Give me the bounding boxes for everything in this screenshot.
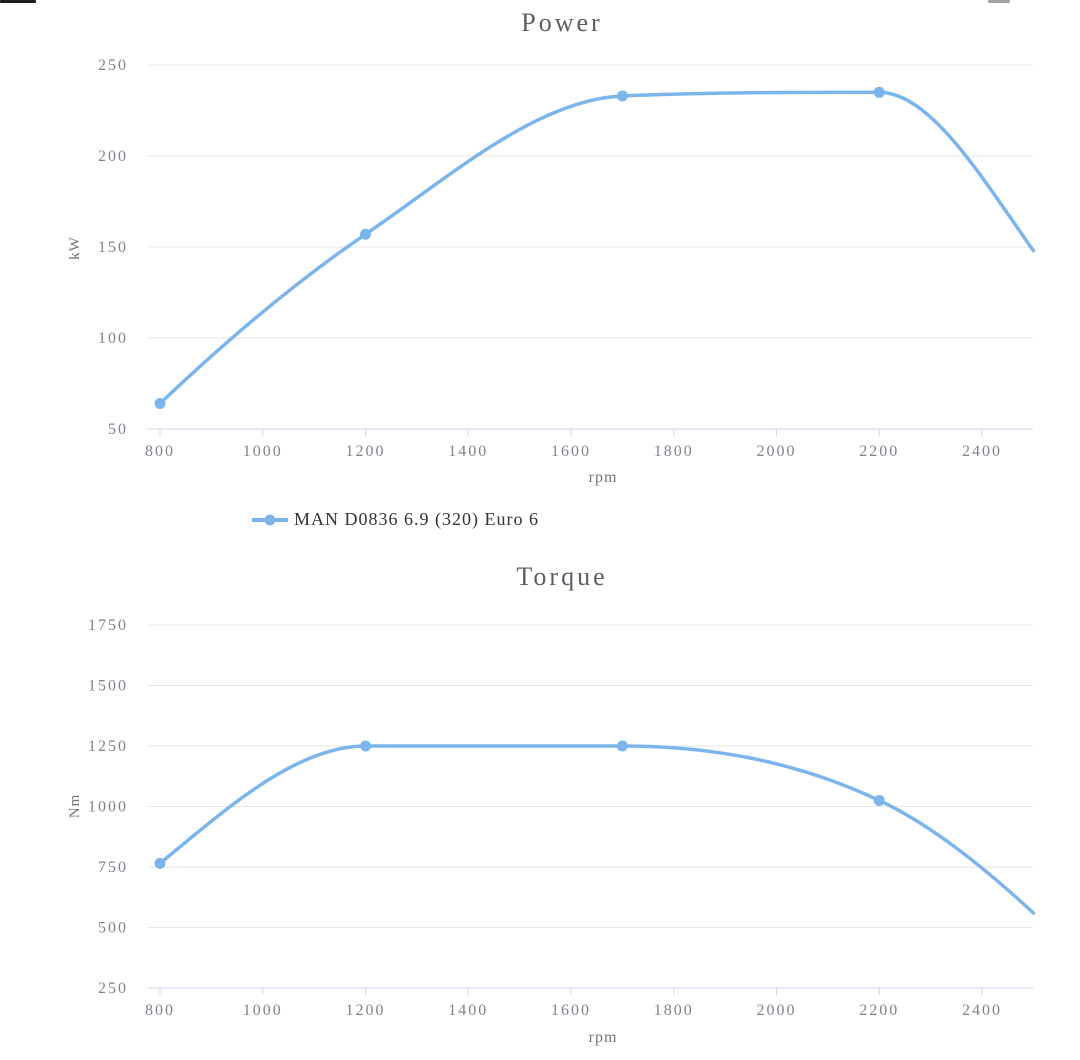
torque-y-tick-label-1500: 1500 [88,678,128,695]
torque-y-tick-label-250: 250 [98,980,128,997]
power-y-tick-label-100: 100 [98,330,128,347]
torque-series-line[interactable] [158,744,1036,915]
cropped-content-fragment-left [0,0,36,3]
torque-x-tick-label-1000: 1000 [243,1002,283,1019]
cropped-content-fragment-right [988,0,1010,3]
power-y-axis-title: kW [67,236,83,260]
power-chart-title: Power [521,8,603,37]
power-x-tick-label-1600: 1600 [551,443,591,460]
torque-chart-title: Torque [516,562,608,591]
torque-y-axis-title: Nm [67,793,83,819]
torque-x-tick-label-1600: 1600 [551,1002,591,1019]
power-x-tick-label-800: 800 [145,443,175,460]
legend-label: MAN D0836 6.9 (320) Euro 6 [294,509,539,529]
power-x-tick-label-2400: 2400 [962,443,1002,460]
torque-x-tick-label-1800: 1800 [654,1002,694,1019]
torque-x-tick-label-2200: 2200 [859,1002,899,1019]
power-x-tick-label-1400: 1400 [448,443,488,460]
torque-x-tick-label-1200: 1200 [346,1002,386,1019]
power-x-tick-label-1200: 1200 [346,443,386,460]
power-series-line[interactable] [158,90,1036,406]
power-x-tick-label-1800: 1800 [654,443,694,460]
power-marker-800[interactable] [154,398,166,410]
legend-item[interactable]: MAN D0836 6.9 (320) Euro 6 [252,509,539,530]
power-x-tick-label-2200: 2200 [859,443,899,460]
torque-x-tick-label-800: 800 [145,1002,175,1019]
power-y-tick-label-50: 50 [108,421,128,438]
torque-y-tick-label-1750: 1750 [88,617,128,634]
torque-y-tick-label-1250: 1250 [88,738,128,755]
power-marker-1200[interactable] [360,228,371,240]
torque-x-axis-title: rpm [588,1029,618,1046]
torque-marker-1200[interactable] [360,740,371,752]
power-y-tick-label-150: 150 [98,239,128,256]
power-marker-2200[interactable] [873,86,885,98]
power-marker-1700[interactable] [616,90,628,102]
torque-marker-2200[interactable] [873,794,885,806]
torque-x-tick-label-2000: 2000 [757,1002,797,1019]
torque-marker-800[interactable] [154,857,166,869]
torque-y-tick-label-750: 750 [98,859,128,876]
torque-y-tick-label-500: 500 [98,920,128,937]
power-y-tick-label-250: 250 [98,57,128,74]
legend-series-marker-icon [252,514,288,525]
torque-y-tick-label-1000: 1000 [88,799,128,816]
power-x-tick-label-1000: 1000 [243,443,283,460]
power-chart: 800 1000 1200 1400 1600 1800 2000 2200 2400 50 100… [98,57,1036,460]
torque-marker-1700[interactable] [616,740,628,752]
torque-x-tick-label-1400: 1400 [448,1002,488,1019]
torque-chart: 800 1000 1200 1400 1600 1800 2000 2200 2400 250 50… [88,617,1036,1019]
power-x-axis-title: rpm [588,469,618,486]
power-x-tick-label-2000: 2000 [757,443,797,460]
power-y-tick-label-200: 200 [98,148,128,165]
torque-x-tick-label-2400: 2400 [962,1002,1002,1019]
